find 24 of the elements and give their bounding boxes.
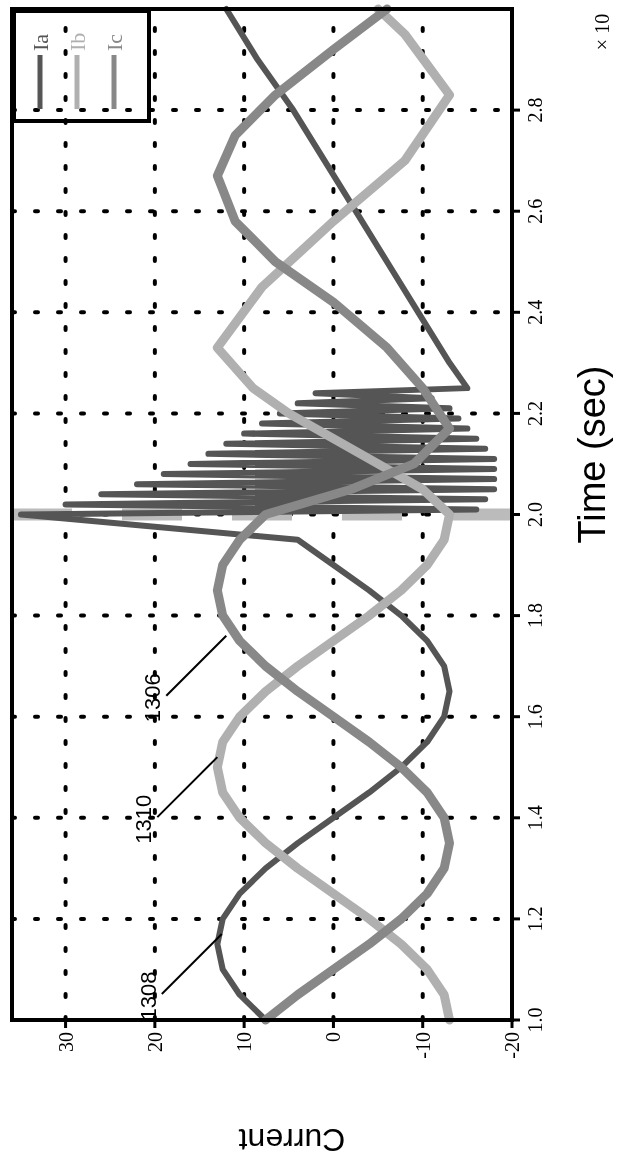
y-tick-label: 1.0	[524, 1007, 546, 1033]
y-tick-label: 1.6	[524, 704, 546, 730]
x-tick-label: -10	[411, 1032, 434, 1059]
annotation: 1310	[131, 794, 157, 844]
y-tick-label: 2.2	[524, 400, 546, 426]
y-axis-title: Time (sec)	[571, 365, 613, 544]
text: Ia	[27, 33, 53, 51]
y-tick-label: 1.2	[524, 906, 546, 932]
y-tick-label: 2.6	[524, 198, 546, 224]
y-tick-label: 2.4	[524, 299, 546, 325]
y-tick-label: 2.0	[524, 502, 546, 527]
annotation: 1308	[135, 971, 161, 1021]
x-tick-label: -20	[501, 1032, 523, 1059]
x-tick-label: 0	[322, 1032, 345, 1042]
x-axis-title: Current	[238, 1122, 346, 1158]
text: Ic	[101, 33, 127, 51]
y-tick-label: 1.4	[524, 805, 546, 831]
x-tick-label: 20	[143, 1032, 166, 1052]
y-tick-label: 2.8	[524, 97, 546, 123]
text: × 10	[591, 13, 613, 51]
text: Ib	[64, 32, 90, 51]
x-tick-label: 10	[233, 1032, 256, 1052]
x-tick-label: 30	[54, 1032, 77, 1052]
y-tick-label: 1.8	[524, 603, 546, 629]
